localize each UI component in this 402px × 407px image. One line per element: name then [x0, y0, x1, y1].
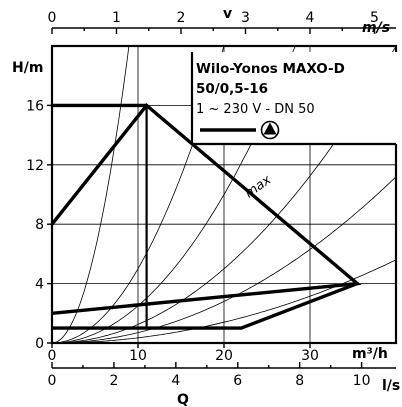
x-tick-label: 20 — [215, 348, 233, 364]
bottom-tick-label: 2 — [109, 373, 118, 389]
y-tick-label: 0 — [35, 336, 44, 352]
bottom-axis-label: Q — [177, 392, 189, 407]
product-supply: 1 ~ 230 V - DN 50 — [196, 102, 315, 117]
top-axis-unit: m/s — [362, 20, 390, 36]
curve-max — [50, 102, 362, 315]
bottom-axis-unit: l/s — [382, 378, 400, 394]
bottom-tick-label: 10 — [353, 373, 371, 389]
y-tick-label: 12 — [26, 158, 44, 174]
product-model: 50/0,5-16 — [196, 81, 268, 97]
product-name: Wilo-Yonos MAXO-D — [196, 61, 345, 77]
y-tick-label: 16 — [26, 98, 44, 114]
top-tick-label: 3 — [241, 10, 250, 26]
top-tick-label: 1 — [112, 10, 121, 26]
x-tick-label: 10 — [129, 348, 147, 364]
pump-icon — [260, 120, 280, 140]
x-axis-unit: m³/h — [352, 346, 388, 362]
bottom-tick-label: 0 — [48, 373, 57, 389]
top-axis-label: v — [223, 6, 232, 22]
x-tick-label: 30 — [301, 348, 319, 364]
top-tick-label: 2 — [177, 10, 186, 26]
y-axis-label: H/m — [12, 60, 43, 76]
curve-label-max: max — [242, 172, 274, 201]
system-curve — [52, 176, 397, 344]
bottom-tick-label: 4 — [171, 373, 180, 389]
top-tick-label: 5 — [370, 10, 379, 26]
curve-min — [52, 282, 358, 330]
system-curve — [51, 45, 130, 344]
y-tick-label: 8 — [35, 217, 44, 233]
y-tick-label: 4 — [35, 277, 44, 293]
bottom-tick-label: 8 — [295, 373, 304, 389]
top-tick-label: 0 — [48, 10, 57, 26]
top-tick-label: 4 — [306, 10, 315, 26]
bottom-tick-label: 6 — [233, 373, 242, 389]
performance-curves — [50, 102, 362, 330]
x-tick-label: 0 — [48, 348, 57, 364]
